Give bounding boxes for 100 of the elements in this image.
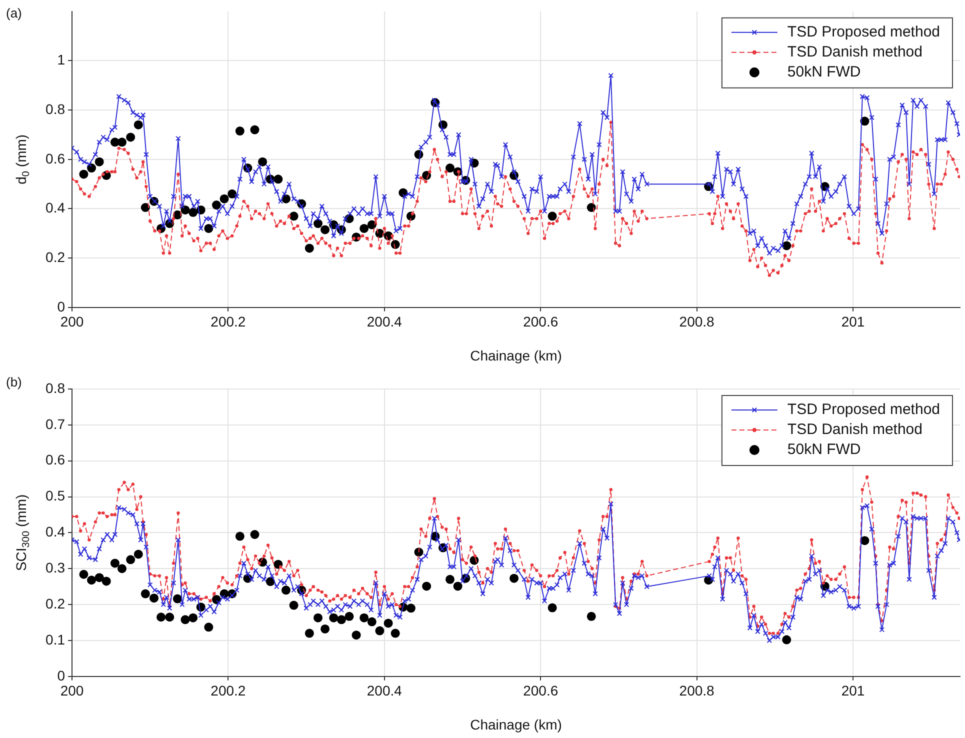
point bbox=[79, 170, 88, 179]
point bbox=[274, 174, 283, 184]
y-tick-label: 0.7 bbox=[46, 416, 66, 432]
point bbox=[422, 582, 432, 591]
y-tick-label: 0.8 bbox=[46, 380, 66, 396]
legend-label: 50kN FWD bbox=[787, 64, 861, 81]
point bbox=[304, 628, 314, 638]
x-tick-label: 200.4 bbox=[366, 314, 402, 330]
point bbox=[336, 615, 346, 624]
legend-label: TSD Danish method bbox=[787, 421, 922, 438]
point bbox=[235, 532, 244, 541]
point bbox=[304, 244, 314, 253]
x-tick-label: 200.2 bbox=[210, 682, 246, 699]
point bbox=[320, 624, 330, 634]
point bbox=[782, 635, 792, 644]
y-tick-label: 0 bbox=[57, 298, 66, 314]
point bbox=[94, 573, 104, 582]
y-tick-label: 0.2 bbox=[46, 595, 66, 612]
point bbox=[140, 589, 150, 598]
point bbox=[140, 203, 150, 212]
y-tick-label: 0.4 bbox=[46, 200, 66, 216]
y-tick-label: 0.2 bbox=[46, 248, 66, 265]
legend-label: 50kN FWD bbox=[787, 441, 861, 458]
point bbox=[446, 164, 455, 173]
x-tick-label: 200.6 bbox=[523, 682, 558, 699]
point bbox=[586, 612, 596, 621]
point bbox=[180, 615, 190, 624]
point bbox=[180, 205, 190, 214]
x-tick-label: 201 bbox=[841, 682, 865, 699]
point bbox=[320, 225, 330, 234]
point bbox=[134, 120, 143, 130]
point bbox=[150, 594, 159, 603]
point bbox=[172, 594, 182, 604]
point bbox=[344, 612, 354, 621]
point bbox=[94, 157, 104, 166]
point bbox=[289, 600, 298, 610]
point bbox=[110, 558, 120, 568]
point bbox=[87, 164, 96, 173]
point bbox=[548, 603, 557, 612]
point bbox=[384, 618, 393, 628]
y-tick-label: 0.3 bbox=[46, 559, 66, 576]
y-tick-label: 0.8 bbox=[46, 100, 66, 117]
point bbox=[406, 604, 416, 613]
point bbox=[314, 613, 323, 622]
legend-label: TSD Proposed method bbox=[787, 24, 940, 41]
x-tick-label: 200.6 bbox=[523, 314, 558, 330]
point bbox=[79, 570, 88, 579]
point bbox=[250, 530, 260, 539]
y-tick-label: 0 bbox=[57, 667, 66, 684]
x-tick-label: 200.2 bbox=[210, 314, 246, 330]
point bbox=[204, 224, 214, 233]
point bbox=[204, 622, 214, 632]
point bbox=[117, 564, 126, 574]
point bbox=[165, 612, 174, 622]
y-tick-label: 0.4 bbox=[46, 524, 66, 540]
point bbox=[329, 613, 338, 622]
point bbox=[360, 613, 369, 622]
text: (b) bbox=[6, 374, 22, 390]
point bbox=[453, 582, 462, 591]
y-tick-label: 1 bbox=[57, 52, 66, 68]
point bbox=[156, 612, 166, 622]
text: (a) bbox=[6, 6, 22, 21]
point bbox=[212, 200, 221, 210]
point bbox=[258, 157, 268, 166]
point bbox=[586, 203, 596, 212]
y-tick-label: 0.6 bbox=[46, 150, 66, 166]
y-tick-label: 0.5 bbox=[46, 488, 66, 504]
point bbox=[220, 194, 229, 204]
point bbox=[390, 240, 400, 249]
y-axis-title: SCI300 (mm) bbox=[12, 494, 32, 572]
point bbox=[314, 219, 323, 228]
point bbox=[375, 626, 384, 636]
point bbox=[510, 574, 519, 583]
x-tick-label: 200 bbox=[60, 682, 84, 699]
point bbox=[235, 126, 244, 136]
point bbox=[367, 617, 376, 626]
x-axis-title: Chainage (km) bbox=[470, 716, 562, 732]
y-tick-label: 0.1 bbox=[46, 631, 66, 648]
point bbox=[126, 132, 136, 142]
legend-label: TSD Proposed method bbox=[787, 401, 940, 418]
x-axis-title: Chainage (km) bbox=[470, 347, 562, 364]
point bbox=[188, 208, 198, 217]
x-tick-label: 200.8 bbox=[679, 682, 715, 699]
point bbox=[289, 212, 298, 221]
point bbox=[134, 550, 143, 559]
point bbox=[102, 576, 111, 586]
point bbox=[126, 555, 136, 564]
legend-label: TSD Danish method bbox=[787, 44, 922, 61]
point bbox=[352, 630, 361, 640]
point bbox=[228, 189, 237, 198]
x-tick-label: 200.4 bbox=[366, 682, 402, 699]
point bbox=[390, 628, 400, 638]
point bbox=[250, 125, 260, 134]
point bbox=[446, 574, 455, 584]
point bbox=[87, 576, 96, 585]
x-tick-label: 201 bbox=[841, 314, 865, 330]
x-tick-label: 200 bbox=[60, 314, 84, 330]
point bbox=[548, 212, 557, 221]
x-tick-label: 200.8 bbox=[679, 314, 715, 330]
y-tick-label: 0.6 bbox=[46, 452, 66, 468]
